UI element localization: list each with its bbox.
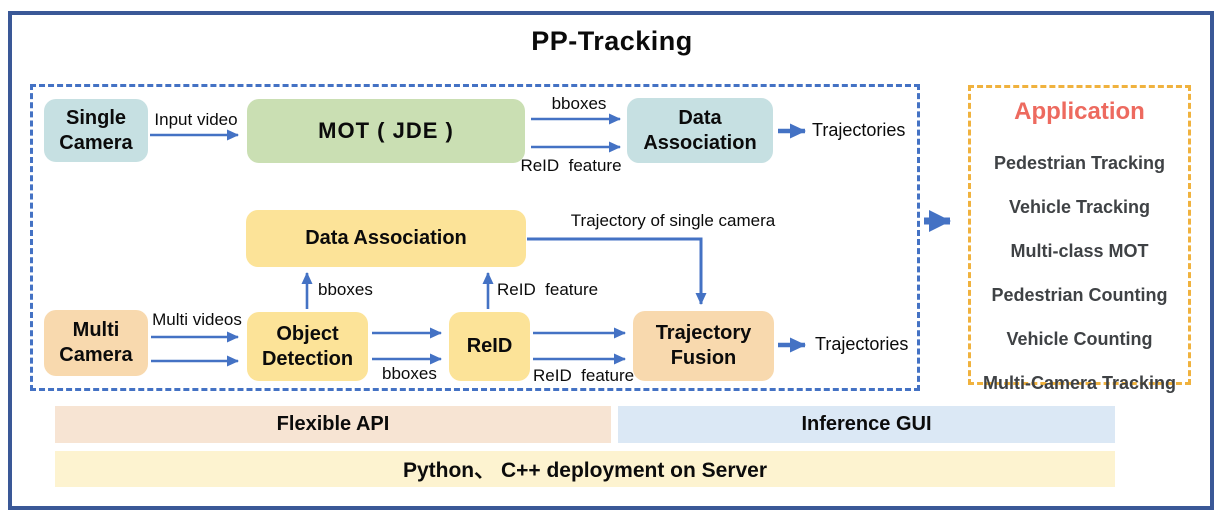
data-association-top-node: Data Association bbox=[627, 98, 773, 163]
trajectories-label-top: Trajectories bbox=[812, 120, 906, 140]
reid-feature-label-bottom: ReID feature bbox=[533, 366, 635, 385]
multi-videos-label: Multi videos bbox=[152, 310, 242, 329]
app-item-multi-class-mot: Multi-class MOT bbox=[1010, 241, 1149, 261]
bboxes-label-top: bboxes bbox=[551, 94, 607, 113]
app-item-multi-camera-tracking: Multi-Camera Tracking bbox=[982, 373, 1177, 393]
deployment-bar: Python、 C++ deployment on Server bbox=[55, 451, 1115, 487]
application-title: Application bbox=[1014, 98, 1145, 125]
single-camera-node: Single Camera bbox=[44, 99, 148, 162]
trajectories-label-bottom: Trajectories bbox=[815, 334, 909, 354]
reid-feature-label-top: ReID feature bbox=[520, 156, 622, 175]
object-detection-node: Object Detection bbox=[247, 312, 368, 381]
app-item-vehicle-counting: Vehicle Counting bbox=[1006, 329, 1153, 349]
reid-node: ReID bbox=[449, 312, 530, 381]
bboxes-up-label: bboxes bbox=[318, 280, 373, 299]
application-items: Pedestrian Tracking Vehicle Tracking Mul… bbox=[983, 152, 1176, 394]
inference-gui-bar: Inference GUI bbox=[618, 406, 1115, 443]
reid-feature-up-label: ReID feature bbox=[497, 280, 599, 299]
bboxes-label-bottom: bboxes bbox=[382, 364, 437, 383]
mot-jde-node: MOT ( JDE ) bbox=[247, 99, 525, 163]
trajectory-of-single-camera-label: Trajectory of single camera bbox=[570, 211, 776, 230]
pipeline-dashed-box bbox=[30, 84, 920, 391]
outer-frame bbox=[8, 11, 1214, 510]
app-item-vehicle-tracking: Vehicle Tracking bbox=[1008, 197, 1151, 217]
page-title: PP-Tracking bbox=[531, 26, 693, 56]
flexible-api-bar: Flexible API bbox=[55, 406, 611, 443]
app-item-pedestrian-counting: Pedestrian Counting bbox=[991, 285, 1168, 305]
input-video-label: Input video bbox=[154, 110, 238, 129]
data-association-mid-node: Data Association bbox=[246, 210, 526, 267]
application-panel: Application Pedestrian Tracking Vehicle … bbox=[968, 85, 1191, 393]
multi-camera-node: Multi Camera bbox=[44, 310, 148, 376]
trajectory-fusion-node: Trajectory Fusion bbox=[633, 311, 774, 381]
app-item-pedestrian-tracking: Pedestrian Tracking bbox=[993, 153, 1166, 173]
